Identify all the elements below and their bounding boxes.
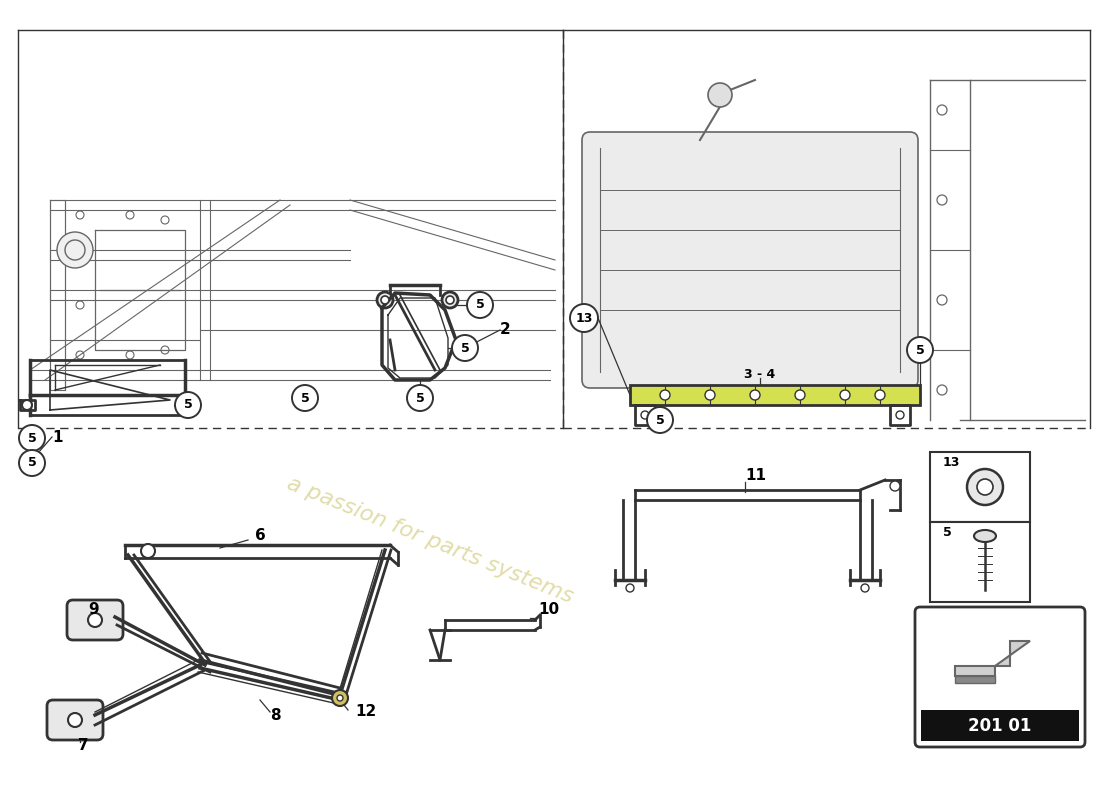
Circle shape	[861, 584, 869, 592]
Text: 5: 5	[184, 398, 192, 411]
Circle shape	[840, 390, 850, 400]
Text: 5: 5	[915, 343, 924, 357]
Text: 5: 5	[943, 526, 951, 538]
Circle shape	[175, 392, 201, 418]
Text: 5: 5	[416, 391, 425, 405]
Text: 3 - 4: 3 - 4	[745, 369, 776, 382]
Circle shape	[750, 390, 760, 400]
Circle shape	[626, 584, 634, 592]
Text: 201 01: 201 01	[968, 717, 1032, 735]
Text: a passion for parts systems: a passion for parts systems	[284, 474, 576, 606]
Circle shape	[890, 481, 900, 491]
Circle shape	[468, 292, 493, 318]
Circle shape	[407, 385, 433, 411]
Circle shape	[647, 407, 673, 433]
Ellipse shape	[974, 530, 996, 542]
Circle shape	[292, 385, 318, 411]
Text: 5: 5	[461, 342, 470, 354]
Text: 5: 5	[475, 298, 484, 311]
Text: 5: 5	[28, 457, 36, 470]
Circle shape	[708, 83, 732, 107]
Circle shape	[977, 479, 993, 495]
Circle shape	[88, 613, 102, 627]
Text: 9: 9	[88, 602, 99, 618]
Circle shape	[874, 390, 886, 400]
Bar	[930, 522, 1030, 602]
Text: 11: 11	[745, 467, 766, 482]
Circle shape	[68, 713, 82, 727]
Text: 5: 5	[300, 391, 309, 405]
Text: 10: 10	[538, 602, 559, 618]
FancyBboxPatch shape	[915, 607, 1085, 747]
FancyBboxPatch shape	[582, 132, 918, 388]
Circle shape	[908, 337, 933, 363]
Circle shape	[332, 690, 348, 706]
Bar	[930, 452, 1030, 522]
Text: 2: 2	[500, 322, 510, 338]
Circle shape	[570, 304, 598, 332]
Circle shape	[377, 292, 393, 308]
Text: 5: 5	[28, 431, 36, 445]
Circle shape	[19, 425, 45, 451]
Polygon shape	[955, 676, 996, 683]
Circle shape	[141, 544, 155, 558]
Circle shape	[381, 296, 389, 304]
Text: 1: 1	[52, 430, 63, 445]
Text: 7: 7	[78, 738, 89, 753]
Text: 13: 13	[943, 455, 960, 469]
Polygon shape	[955, 641, 1030, 676]
Circle shape	[19, 450, 45, 476]
Circle shape	[442, 292, 458, 308]
Text: 13: 13	[575, 311, 593, 325]
Circle shape	[337, 695, 343, 701]
Circle shape	[660, 390, 670, 400]
Circle shape	[896, 411, 904, 419]
Text: 8: 8	[270, 707, 280, 722]
Polygon shape	[630, 385, 920, 405]
Circle shape	[179, 396, 187, 404]
Text: 5: 5	[656, 414, 664, 426]
Bar	[921, 710, 1079, 741]
Text: 12: 12	[355, 705, 376, 719]
Circle shape	[452, 335, 478, 361]
FancyBboxPatch shape	[67, 600, 123, 640]
Circle shape	[795, 390, 805, 400]
Circle shape	[967, 469, 1003, 505]
Circle shape	[705, 390, 715, 400]
FancyBboxPatch shape	[47, 700, 103, 740]
Circle shape	[57, 232, 94, 268]
Circle shape	[22, 400, 32, 410]
Circle shape	[446, 296, 454, 304]
Text: 6: 6	[255, 527, 266, 542]
Circle shape	[641, 411, 649, 419]
